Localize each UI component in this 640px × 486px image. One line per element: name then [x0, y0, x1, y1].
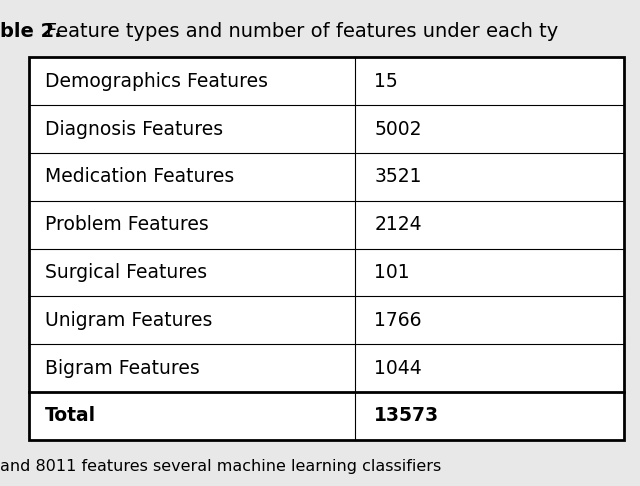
Text: Surgical Features: Surgical Features — [45, 263, 207, 282]
Text: ble 2.: ble 2. — [0, 22, 68, 41]
Text: and 8011 features several machine learning classifiers: and 8011 features several machine learni… — [0, 459, 441, 474]
Text: Medication Features: Medication Features — [45, 167, 234, 186]
Text: Demographics Features: Demographics Features — [45, 72, 268, 91]
Text: Bigram Features: Bigram Features — [45, 359, 200, 378]
Text: 101: 101 — [374, 263, 410, 282]
Text: 1044: 1044 — [374, 359, 422, 378]
Text: 15: 15 — [374, 72, 398, 91]
Text: 2124: 2124 — [374, 215, 422, 234]
Text: 5002: 5002 — [374, 120, 422, 139]
Text: 1766: 1766 — [374, 311, 422, 330]
Text: 13573: 13573 — [374, 406, 440, 425]
Text: Diagnosis Features: Diagnosis Features — [45, 120, 223, 139]
Text: Total: Total — [45, 406, 96, 425]
Text: Unigram Features: Unigram Features — [45, 311, 212, 330]
Text: 3521: 3521 — [374, 167, 422, 186]
Text: Feature types and number of features under each ty: Feature types and number of features und… — [46, 22, 558, 41]
Text: Problem Features: Problem Features — [45, 215, 209, 234]
